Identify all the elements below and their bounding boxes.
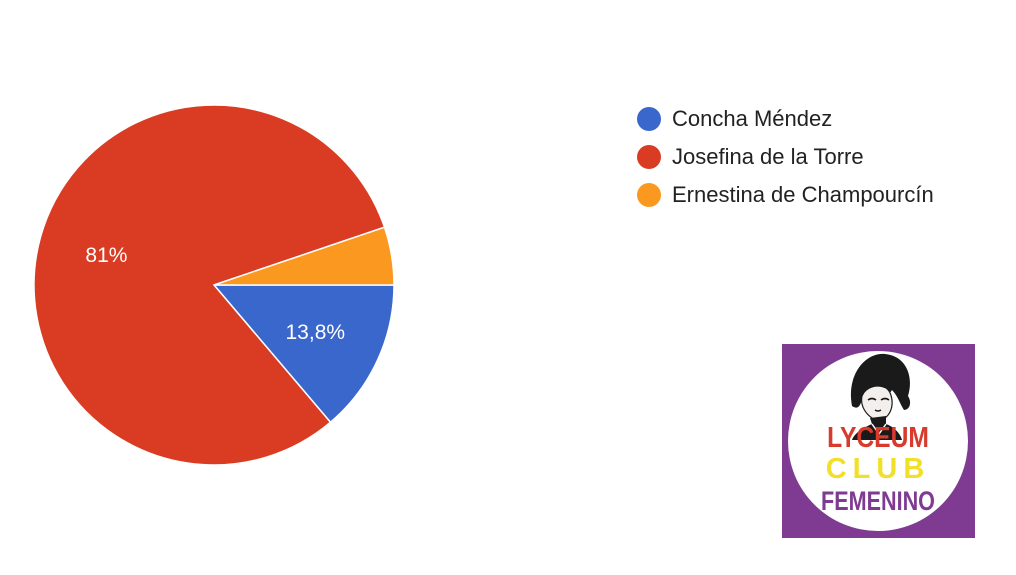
legend-swatch-1 <box>637 107 661 131</box>
logo-text-lyceum: LYCEUM <box>827 421 929 453</box>
lyceum-club-logo: LYCEUM CLUB FEMENINO <box>782 344 975 538</box>
legend: Concha Méndez Josefina de la Torre Ernesti… <box>637 100 934 214</box>
pie-chart: 13,8% 81% <box>33 104 395 466</box>
slice-labels: 13,8% 81% <box>85 244 345 344</box>
woman-portrait-icon <box>850 353 911 440</box>
logo-circle <box>788 351 968 531</box>
legend-label-2: Josefina de la Torre <box>672 144 864 169</box>
legend-swatch-2 <box>637 145 661 169</box>
legend-item-1: Concha Méndez <box>637 100 934 138</box>
pie-slice-1 <box>212 284 395 424</box>
pie-slice-2 <box>33 104 386 466</box>
slice-label-2: 81% <box>85 244 127 267</box>
pie-slices <box>33 104 395 466</box>
logo-text-club: CLUB <box>826 453 931 485</box>
logo-text-femenino: FEMENINO <box>821 487 935 517</box>
legend-item-3: Ernestina de Champourcín <box>637 176 934 214</box>
legend-label-3: Ernestina de Champourcín <box>672 182 934 207</box>
legend-label-1: Concha Méndez <box>672 106 833 131</box>
pie-slice-3 <box>213 226 395 286</box>
legend-swatch-3 <box>637 183 661 207</box>
legend-item-2: Josefina de la Torre <box>637 138 934 176</box>
slice-label-1: 13,8% <box>286 321 346 344</box>
